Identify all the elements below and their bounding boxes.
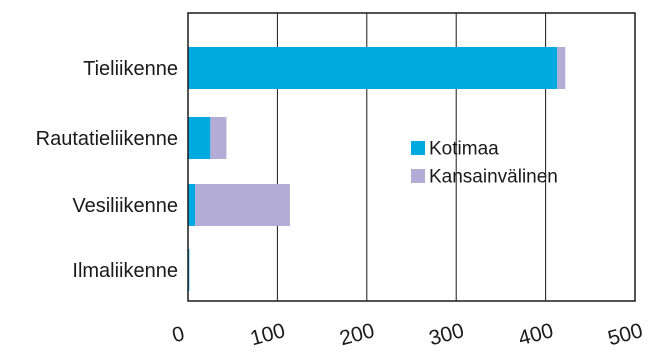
category-label-tieliikenne: Tieliikenne (83, 58, 178, 80)
legend-swatch-kotimaa (411, 141, 425, 155)
x-tick-label-500: 500 (605, 319, 645, 350)
x-tick-label-200: 200 (337, 319, 377, 350)
plot-border (187, 12, 636, 302)
legend: Kotimaa Kansainvälinen (411, 139, 558, 188)
category-label-rautatieliikenne: Rautatieliikenne (36, 128, 178, 150)
bar-vesiliikenne-kansainvalinen (195, 184, 290, 226)
bar-rautatieliikenne-kansainvalinen (210, 117, 227, 159)
x-tick-label-300: 300 (427, 319, 467, 350)
bar-tieliikenne-kansainvalinen (557, 47, 566, 89)
category-label-ilmaliikenne: Ilmaliikenne (72, 260, 178, 282)
bar-vesiliikenne-kotimaa (188, 184, 196, 226)
bars (188, 47, 566, 291)
bar-tieliikenne-kotimaa (188, 47, 558, 89)
plot-frame (187, 12, 636, 302)
category-labels: Tieliikenne Rautatieliikenne Vesiliikenne I… (36, 58, 178, 282)
legend-swatch-kansainvalinen (411, 169, 425, 183)
x-tick-label-0: 0 (170, 322, 187, 347)
x-tick-label-100: 100 (248, 319, 288, 350)
category-label-vesiliikenne: Vesiliikenne (72, 195, 178, 217)
legend-label-kotimaa: Kotimaa (429, 139, 499, 160)
x-tick-labels: 0 100 200 300 400 500 (170, 319, 646, 350)
x-tick-label-400: 400 (516, 319, 556, 350)
bar-rautatieliikenne-kotimaa (188, 117, 211, 159)
legend-label-kansainvalinen: Kansainvälinen (429, 167, 558, 188)
